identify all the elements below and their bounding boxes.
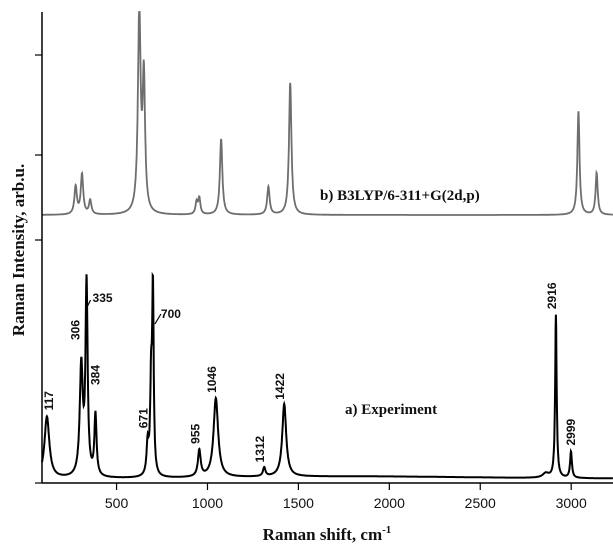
peak-label: 306 — [68, 320, 82, 340]
x-axis-title-text: Raman shift, cm — [263, 525, 382, 544]
series-line-experiment — [41, 271, 613, 480]
x-axis-title-superscript: -1 — [382, 524, 391, 536]
peak-label: 700 — [161, 307, 181, 321]
peak-label: 671 — [137, 408, 151, 428]
peak-label: 335 — [93, 291, 113, 305]
peak-label: 1312 — [253, 435, 267, 462]
series-label-experiment: a) Experiment — [345, 402, 437, 418]
x-ticks-layer: 500 1000 1500 2000 2500 3000 — [105, 483, 587, 511]
peak-label: 117 — [42, 391, 56, 411]
peak-label: 1422 — [273, 373, 287, 400]
annotations-layer: 117 306 335 384 671 700 955 1046 1312 1422 2916 299… — [42, 282, 578, 462]
annotation-arrow — [154, 313, 162, 325]
peak-label: 955 — [188, 423, 202, 443]
series-label-theory: b) B3LYP/6-311+G(2d,p) — [320, 188, 480, 204]
x-axis-title: Raman shift, cm-1 — [263, 524, 392, 544]
x-tick-label: 1000 — [192, 495, 223, 511]
axes-layer — [35, 12, 613, 484]
x-tick-label: 2000 — [374, 495, 405, 511]
peak-label: 2999 — [564, 418, 578, 445]
x-tick-label: 500 — [105, 495, 129, 511]
peak-label: 384 — [88, 365, 102, 385]
curves-layer — [41, 11, 613, 480]
peak-label: 2916 — [545, 282, 559, 309]
y-axis-title: Raman Intensity, arb.u. — [9, 164, 28, 336]
x-tick-label: 2500 — [465, 495, 496, 511]
annotation-arrow — [85, 299, 92, 311]
peak-label: 1046 — [205, 366, 219, 393]
series-line-theory — [42, 11, 613, 216]
x-tick-label: 1500 — [283, 495, 314, 511]
x-tick-label: 3000 — [556, 495, 587, 511]
